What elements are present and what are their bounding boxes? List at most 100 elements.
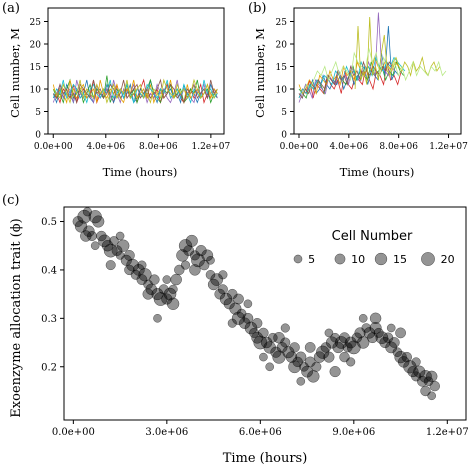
- series-line: [298, 12, 396, 103]
- data-point: [178, 239, 193, 253]
- legend-label: 15: [393, 253, 407, 266]
- plot-frame: [47, 7, 225, 135]
- data-point: [268, 332, 278, 343]
- data-point: [92, 215, 105, 228]
- data-point: [324, 328, 334, 338]
- y-tick-label: 5: [281, 108, 287, 118]
- x-tick-label: 1.2e+07: [429, 142, 468, 152]
- data-point: [325, 336, 339, 349]
- data-point: [163, 287, 177, 301]
- data-point: [243, 299, 253, 309]
- data-point: [101, 239, 114, 252]
- data-point: [166, 297, 180, 310]
- legend-key: [293, 254, 303, 264]
- data-point: [242, 312, 254, 324]
- y-tick-label: 15: [276, 63, 288, 73]
- data-point: [80, 230, 92, 242]
- panel-a-axes: 0.0e+00 4.0e+06 8.0e+06 1.2e+07 0 5 10 15 20 25: [30, 7, 231, 152]
- x-tick-label: 0.0e+00: [52, 427, 95, 438]
- data-point: [379, 336, 391, 349]
- panel-c: (c) 0.0e+00 3.0e+06 6.0e+06 9.0e+06 1.2e+070…: [2, 193, 469, 466]
- x-tick-label: 0.0e+00: [34, 142, 73, 152]
- data-point: [339, 351, 350, 363]
- plot-frame: [63, 206, 467, 421]
- data-point: [258, 327, 269, 339]
- panel-a-label: (a): [2, 1, 20, 16]
- data-point: [180, 260, 191, 270]
- data-point: [111, 245, 123, 256]
- panel-c-label: (c): [2, 193, 19, 208]
- plot-frame: [293, 7, 462, 135]
- series-line: [52, 78, 218, 104]
- x-tick-label: 1.2e+07: [192, 142, 231, 152]
- panel-c-legend: Cell Number 5 10 15 20: [293, 229, 455, 266]
- y-tick-label: 25: [276, 18, 288, 28]
- x-tick-label: 6.0e+06: [239, 427, 282, 438]
- data-point: [395, 327, 406, 339]
- y-tick-label: 5: [35, 108, 41, 118]
- data-point: [105, 260, 116, 271]
- data-point: [429, 380, 440, 392]
- data-point: [170, 273, 182, 286]
- y-tick-label: 0: [281, 131, 287, 141]
- data-point: [90, 241, 100, 251]
- data-point: [320, 342, 331, 353]
- data-point: [425, 370, 438, 383]
- y-tick-label: 0: [35, 131, 41, 141]
- data-point: [307, 370, 320, 383]
- data-point: [218, 270, 228, 280]
- data-point: [231, 311, 246, 325]
- series-line: [52, 79, 218, 105]
- data-point: [185, 234, 198, 247]
- y-tick-label: 10: [276, 86, 288, 96]
- data-point: [162, 275, 172, 284]
- y-tick-label: 20: [30, 41, 42, 51]
- data-point: [115, 231, 125, 241]
- legend-key: [421, 252, 435, 266]
- data-point: [137, 260, 147, 270]
- series-line: [354, 16, 441, 90]
- data-point: [388, 337, 400, 348]
- x-tick-label: 3.0e+06: [145, 427, 188, 438]
- panel-a: (a) 0.0e+00 4.0e+06 8.0e+06 1.2e+07 0 5 10 15 20…: [2, 1, 230, 179]
- data-point: [311, 361, 322, 372]
- data-point: [217, 284, 228, 295]
- data-point: [168, 284, 178, 294]
- x-tick-label: 0.0e+00: [280, 142, 319, 152]
- data-point: [117, 239, 130, 252]
- y-tick-label: 0.4: [41, 265, 57, 276]
- data-point: [149, 274, 160, 285]
- data-point: [214, 288, 226, 300]
- data-point: [358, 313, 368, 323]
- panel-b-ylabel: Cell number, M: [253, 28, 267, 118]
- data-point: [189, 264, 201, 276]
- data-point: [280, 323, 290, 333]
- series-line: [298, 56, 406, 99]
- data-point: [206, 255, 215, 265]
- legend-label: 5: [308, 253, 315, 266]
- legend-label: 10: [351, 253, 365, 266]
- data-point: [375, 331, 389, 345]
- data-point: [304, 356, 316, 368]
- y-tick-label: 20: [276, 41, 288, 51]
- data-point: [289, 342, 300, 353]
- data-point: [259, 352, 268, 362]
- data-point: [124, 250, 135, 261]
- data-point: [295, 351, 307, 363]
- data-point: [369, 312, 382, 325]
- panel-a-xlabel: Time (hours): [103, 165, 178, 179]
- data-point: [252, 318, 263, 329]
- series-line: [52, 78, 218, 104]
- panel-c-axes: 0.0e+00 3.0e+06 6.0e+06 9.0e+06 1.2e+07 0.2 0.…: [41, 206, 469, 438]
- data-point: [361, 323, 372, 333]
- y-tick-label: 10: [30, 86, 42, 96]
- data-point: [77, 209, 92, 224]
- x-tick-label: 4.0e+06: [330, 142, 369, 152]
- data-point: [357, 336, 370, 349]
- series-line: [52, 79, 218, 104]
- data-point: [253, 335, 268, 350]
- data-point: [87, 231, 97, 241]
- panel-b: (b) 0.0e+00 4.0e+06 8.0e+06 1.2e+07 0 5 10 15 20…: [248, 1, 468, 179]
- data-point: [407, 366, 419, 378]
